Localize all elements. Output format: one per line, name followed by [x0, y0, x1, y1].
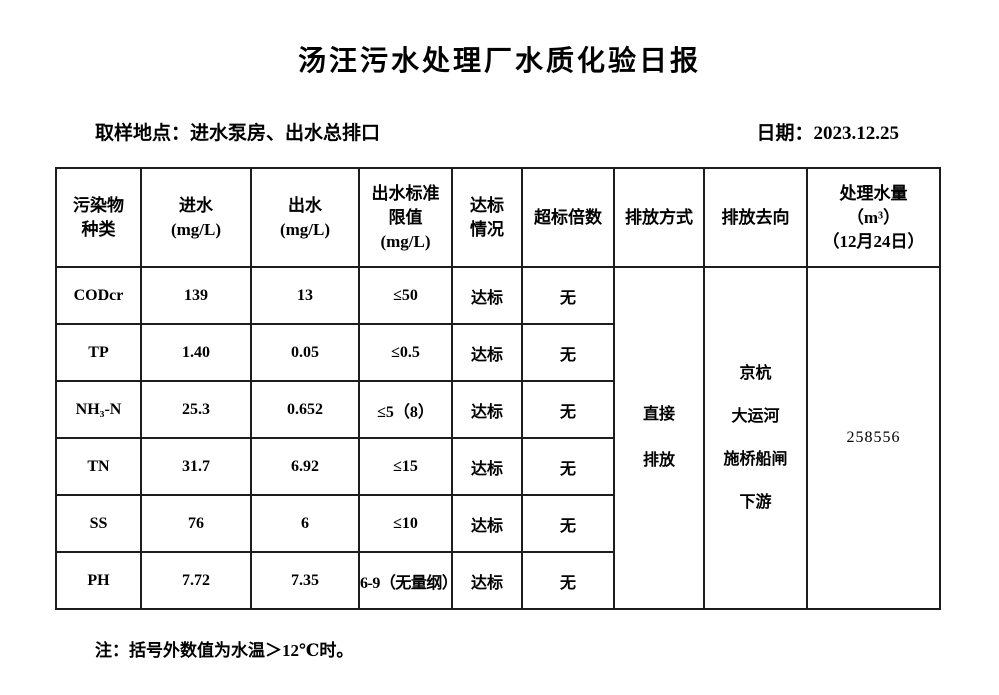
- header-compliance: 达标 情况: [451, 167, 523, 268]
- meta-row: 取样地点：进水泵房、出水总排口 日期：2023.12.25: [0, 118, 999, 145]
- discharge-destination-cell: 京杭 大运河 施桥船闸 下游: [703, 266, 808, 610]
- outlet-value-cell: 0.652: [250, 380, 360, 439]
- header-exceedance: 超标倍数: [521, 167, 615, 268]
- compliance-cell: 达标: [451, 494, 523, 553]
- limit-cell: ≤10: [358, 494, 453, 553]
- outlet-value-cell: 13: [250, 266, 360, 325]
- compliance-cell: 达标: [451, 551, 523, 610]
- report-date-label: 日期：2023.12.25: [756, 123, 899, 144]
- header-treated-volume: 处理水量 （m³） （12月24日）: [806, 167, 941, 268]
- inlet-value-cell: 7.72: [140, 551, 252, 610]
- table-row-ph: PH 7.72 7.35 6-9（无量纲） 达标 无: [55, 551, 940, 610]
- outlet-value-cell: 6.92: [250, 437, 360, 496]
- inlet-value-cell: 25.3: [140, 380, 252, 439]
- treated-volume-cell: 258556: [806, 266, 941, 610]
- header-limit: 出水标准 限值 (mg/L): [358, 167, 453, 268]
- exceedance-cell: 无: [521, 380, 615, 439]
- table-row-ss: SS 76 6 ≤10 达标 无: [55, 494, 940, 553]
- pollutant-cell: NH₃-N: [55, 380, 142, 439]
- water-quality-table: 污染物 种类 进水 (mg/L) 出水 (mg/L) 出水标准 限值 (mg/L…: [55, 167, 941, 610]
- pollutant-cell: CODcr: [55, 266, 142, 325]
- limit-cell: ≤0.5: [358, 323, 453, 382]
- limit-cell: ≤5（8）: [358, 380, 453, 439]
- page-title: 汤汪污水处理厂水质化验日报: [297, 46, 701, 77]
- inlet-value-cell: 1.40: [140, 323, 252, 382]
- outlet-value-cell: 6: [250, 494, 360, 553]
- table-row-nh3n: NH₃-N 25.3 0.652 ≤5（8） 达标 无: [55, 380, 940, 439]
- outlet-value-cell: 7.35: [250, 551, 360, 610]
- footnote: 注：括号外数值为水温＞12℃时。: [95, 641, 354, 660]
- limit-cell: ≤50: [358, 266, 453, 325]
- pollutant-cell: SS: [55, 494, 142, 553]
- header-pollutant: 污染物 种类: [55, 167, 142, 268]
- header-inlet: 进水 (mg/L): [140, 167, 252, 268]
- pollutant-cell: TP: [55, 323, 142, 382]
- limit-cell: 6-9（无量纲）: [358, 551, 453, 610]
- table-row-codcr: CODcr 139 13 ≤50 达标 无 直接 排放 京杭 大运河 施桥船闸 …: [55, 266, 941, 610]
- pollutant-cell: TN: [55, 437, 142, 496]
- table-row-tp: TP 1.40 0.05 ≤0.5 达标 无: [55, 323, 940, 382]
- compliance-cell: 达标: [451, 437, 523, 496]
- inlet-value-cell: 139: [140, 266, 252, 325]
- header-row: 污染物 种类 进水 (mg/L) 出水 (mg/L) 出水标准 限值 (mg/L…: [55, 167, 941, 268]
- compliance-cell: 达标: [451, 266, 523, 325]
- exceedance-cell: 无: [521, 323, 615, 382]
- outlet-value-cell: 0.05: [250, 323, 360, 382]
- pollutant-cell: PH: [55, 551, 142, 610]
- exceedance-cell: 无: [521, 437, 615, 496]
- header-discharge-destination: 排放去向: [703, 167, 808, 268]
- discharge-mode-cell: 直接 排放: [613, 266, 705, 610]
- limit-cell: ≤15: [358, 437, 453, 496]
- inlet-value-cell: 31.7: [140, 437, 252, 496]
- sampling-location-label: 取样地点：进水泵房、出水总排口: [95, 123, 381, 144]
- exceedance-cell: 无: [521, 266, 615, 325]
- compliance-cell: 达标: [451, 323, 523, 382]
- exceedance-cell: 无: [521, 551, 615, 610]
- exceedance-cell: 无: [521, 494, 615, 553]
- inlet-value-cell: 76: [140, 494, 252, 553]
- header-outlet: 出水 (mg/L): [250, 167, 360, 268]
- compliance-cell: 达标: [451, 380, 523, 439]
- table-row-tn: TN 31.7 6.92 ≤15 达标 无: [55, 437, 940, 496]
- header-discharge-mode: 排放方式: [613, 167, 705, 268]
